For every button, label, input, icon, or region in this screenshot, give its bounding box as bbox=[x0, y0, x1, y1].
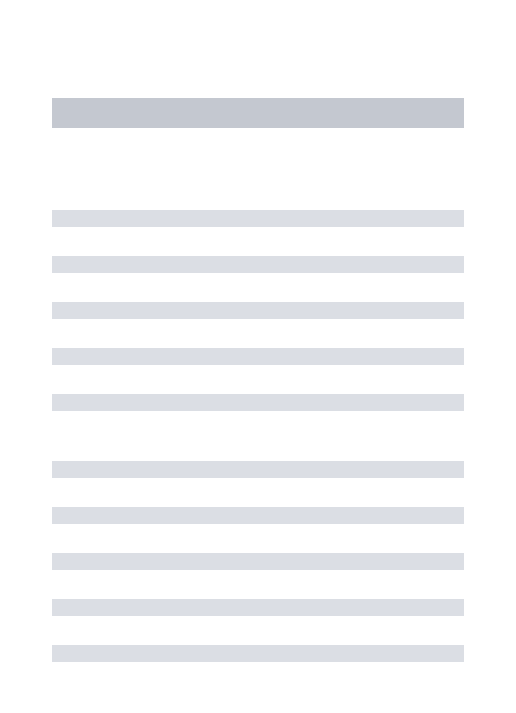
skeleton-section-2 bbox=[52, 461, 464, 662]
skeleton-section-1 bbox=[52, 210, 464, 411]
skeleton-line bbox=[52, 302, 464, 319]
skeleton-line bbox=[52, 256, 464, 273]
skeleton-line bbox=[52, 210, 464, 227]
skeleton-line bbox=[52, 599, 464, 616]
title-placeholder-bar bbox=[52, 98, 464, 128]
skeleton-line bbox=[52, 645, 464, 662]
skeleton-line bbox=[52, 394, 464, 411]
skeleton-line bbox=[52, 348, 464, 365]
skeleton-line bbox=[52, 507, 464, 524]
skeleton-line bbox=[52, 461, 464, 478]
skeleton-line bbox=[52, 553, 464, 570]
